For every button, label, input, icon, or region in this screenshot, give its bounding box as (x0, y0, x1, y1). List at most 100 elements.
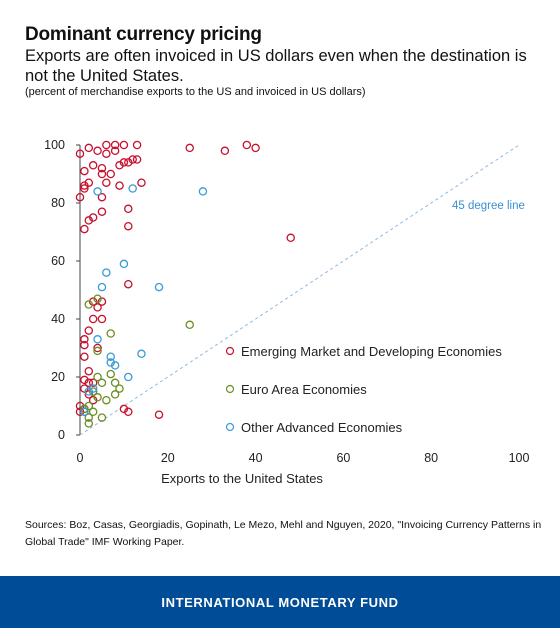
data-point-emerging (80, 335, 89, 344)
data-point-emerging (106, 169, 115, 179)
data-point-emerging (88, 314, 98, 324)
data-point-euro (84, 419, 94, 428)
units-note: (percent of merchandise exports to the U… (25, 86, 366, 98)
data-point-emerging (132, 140, 142, 150)
data-point-euro (80, 404, 89, 414)
data-point-advanced (97, 282, 107, 292)
chart-subtitle: Exports are often invoiced in US dollars… (25, 47, 527, 85)
data-point-emerging (75, 149, 85, 158)
data-point-emerging (84, 216, 94, 225)
x-tick-label: 0 (77, 451, 84, 465)
data-point-euro (110, 390, 120, 399)
data-point-emerging (80, 352, 89, 361)
data-point-advanced (80, 407, 89, 417)
data-point-emerging (84, 178, 94, 187)
y-tick-label: 40 (51, 312, 65, 326)
data-point-emerging (80, 184, 89, 193)
footer-banner: INTERNATIONAL MONETARY FUND (0, 576, 560, 628)
data-point-emerging (154, 410, 164, 419)
data-point-advanced (128, 184, 137, 193)
data-point-advanced (124, 372, 133, 382)
data-point-advanced (198, 187, 208, 196)
data-point-emerging (80, 224, 89, 234)
legend-label-emerging: Emerging Market and Developing Economies (241, 344, 502, 359)
data-point-emerging (102, 178, 111, 187)
reference-line-45-degree (79, 144, 520, 436)
data-point-emerging (242, 140, 252, 150)
legend-label-euro: Euro Area Economies (241, 382, 367, 397)
data-point-emerging (124, 407, 133, 417)
data-point-emerging (80, 340, 89, 350)
y-tick-label: 20 (51, 370, 65, 384)
data-point-emerging (88, 161, 98, 170)
data-point-emerging (115, 161, 124, 170)
data-point-euro (102, 395, 111, 405)
data-point-emerging (251, 143, 260, 153)
data-point-emerging (137, 178, 146, 187)
data-point-advanced (110, 361, 120, 370)
data-point-euro (93, 372, 102, 382)
scatter-chart: 0 20 40 60 80 100 0 20 40 60 80 100 45 degree line… (44, 138, 530, 486)
data-point-advanced (106, 352, 115, 361)
y-tick-label: 60 (51, 254, 65, 268)
data-point-emerging (88, 378, 98, 388)
footer-label: INTERNATIONAL MONETARY FUND (161, 594, 399, 610)
data-point-emerging (286, 233, 295, 243)
data-point-emerging (97, 314, 107, 324)
legend-marker-emerging (225, 346, 235, 356)
data-point-emerging (84, 366, 94, 376)
x-axis-label: Exports to the United States (161, 471, 323, 486)
legend-marker-euro (225, 384, 235, 394)
data-point-emerging (97, 169, 107, 179)
data-point-emerging (84, 326, 94, 335)
legend-marker-advanced (225, 422, 235, 432)
data-point-emerging (132, 155, 142, 164)
data-point-euro (97, 413, 107, 422)
data-point-advanced (84, 387, 94, 396)
x-tick-label: 20 (161, 451, 175, 465)
data-point-emerging (185, 143, 194, 153)
data-point-advanced (93, 335, 102, 344)
data-point-euro (93, 346, 102, 356)
data-point-euro (88, 387, 98, 396)
source-note: Sources: Boz, Casas, Georgiadis, Gopinat… (25, 519, 542, 548)
data-point-emerging (97, 207, 107, 216)
data-point-emerging (84, 143, 94, 153)
data-point-emerging (119, 140, 129, 150)
data-point-euro (110, 378, 120, 388)
data-points (75, 140, 295, 428)
data-point-euro (84, 300, 94, 309)
data-point-emerging (97, 192, 107, 202)
data-point-euro (84, 413, 94, 422)
data-point-euro (185, 320, 194, 330)
data-point-advanced (137, 349, 146, 359)
chart-title: Dominant currency pricing (25, 24, 262, 45)
data-point-emerging (102, 140, 111, 150)
data-point-euro (93, 294, 102, 303)
data-point-emerging (124, 158, 133, 167)
legend: Emerging Market and Developing Economies… (225, 344, 502, 435)
data-point-emerging (93, 343, 102, 353)
y-tick-label: 80 (51, 196, 65, 210)
reference-line-label: 45 degree line (452, 200, 525, 212)
data-point-euro (88, 407, 98, 417)
data-point-emerging (93, 303, 102, 312)
data-point-emerging (220, 146, 230, 156)
y-axis-ticks: 0 20 40 60 80 100 (44, 138, 80, 442)
data-point-emerging (110, 146, 120, 156)
data-point-euro (97, 378, 107, 388)
data-point-euro (106, 329, 115, 338)
data-point-euro (115, 384, 124, 393)
x-tick-label: 80 (424, 451, 438, 465)
data-point-emerging (102, 149, 111, 158)
x-axis-ticks: 0 20 40 60 80 100 (77, 451, 530, 465)
data-point-euro (93, 393, 102, 402)
legend-label-advanced: Other Advanced Economies (241, 420, 403, 435)
data-point-emerging (110, 140, 120, 150)
data-point-advanced (93, 187, 102, 196)
data-point-emerging (124, 221, 133, 231)
data-point-emerging (75, 192, 85, 202)
data-point-emerging (80, 166, 89, 176)
data-point-emerging (97, 163, 107, 173)
x-tick-label: 40 (249, 451, 263, 465)
